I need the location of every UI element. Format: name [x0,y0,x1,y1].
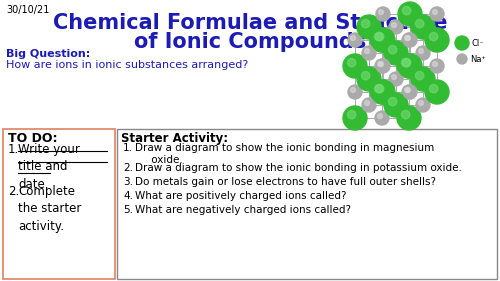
Circle shape [343,106,367,130]
Text: What are positively charged ions called?: What are positively charged ions called? [135,191,346,201]
Circle shape [398,54,422,78]
Circle shape [375,111,389,125]
Circle shape [416,46,430,60]
Circle shape [418,49,424,53]
Circle shape [350,88,356,92]
Circle shape [406,88,410,92]
Circle shape [406,36,410,40]
Circle shape [402,33,416,47]
Circle shape [343,54,367,78]
Circle shape [378,114,382,119]
Circle shape [404,36,409,40]
Circle shape [402,6,411,15]
Circle shape [376,32,384,41]
Text: 1.: 1. [123,143,133,153]
Circle shape [378,10,384,15]
Circle shape [348,85,362,99]
Text: 3.: 3. [123,177,133,187]
Text: Chemical Formulae and Structure: Chemical Formulae and Structure [53,13,448,33]
Circle shape [404,88,409,92]
Circle shape [362,19,370,28]
Circle shape [374,84,383,93]
Circle shape [348,33,362,47]
Circle shape [392,22,396,28]
Circle shape [370,80,394,104]
Circle shape [375,59,389,73]
Circle shape [432,62,438,67]
Circle shape [402,85,416,99]
Text: 5.: 5. [123,205,133,215]
Text: 4.: 4. [123,191,133,201]
Circle shape [425,28,449,52]
Text: What are negatively charged ions called?: What are negatively charged ions called? [135,205,351,215]
Circle shape [388,98,397,106]
Circle shape [350,36,356,40]
Text: Na⁺: Na⁺ [470,55,486,64]
Circle shape [362,71,370,80]
Circle shape [416,71,424,80]
Text: Draw a diagram to show the ionic bonding in magnesium
     oxide.: Draw a diagram to show the ionic bonding… [135,143,434,166]
Circle shape [397,106,421,130]
Circle shape [370,28,394,52]
Circle shape [403,33,417,47]
Circle shape [364,49,370,53]
Circle shape [425,80,449,104]
Circle shape [348,58,356,67]
Text: Write your
title and
date.: Write your title and date. [18,143,80,191]
Circle shape [389,72,403,86]
Circle shape [374,32,383,41]
Text: Cl⁻: Cl⁻ [472,38,484,47]
Circle shape [397,54,421,78]
Circle shape [376,59,390,73]
Circle shape [457,54,467,64]
Circle shape [384,41,408,65]
Text: TO DO:: TO DO: [8,132,58,145]
Circle shape [411,67,435,91]
Circle shape [430,7,444,21]
Circle shape [357,15,381,39]
Text: Big Question:: Big Question: [6,49,90,59]
Circle shape [371,28,395,52]
Circle shape [402,58,411,67]
FancyBboxPatch shape [3,129,115,279]
Text: 30/10/21: 30/10/21 [6,5,50,15]
Circle shape [398,2,422,26]
Circle shape [348,110,356,119]
Circle shape [432,10,438,15]
Circle shape [362,98,376,112]
Circle shape [418,101,424,105]
Circle shape [411,15,435,39]
Circle shape [430,32,438,41]
Circle shape [392,74,396,80]
Text: of Ionic Compounds: of Ionic Compounds [134,32,366,52]
Circle shape [430,59,444,73]
Text: 2.: 2. [8,185,19,198]
Circle shape [378,62,384,67]
Text: 2.: 2. [123,163,133,173]
Circle shape [416,98,430,112]
Circle shape [376,7,390,21]
Circle shape [455,36,469,50]
Circle shape [376,84,384,93]
Text: Starter Activity:: Starter Activity: [121,132,228,145]
Text: Draw a diagram to show the ionic bonding in potassium oxide.: Draw a diagram to show the ionic bonding… [135,163,462,173]
Text: Complete
the starter
activity.: Complete the starter activity. [18,185,82,233]
Circle shape [357,67,381,91]
Circle shape [403,85,417,99]
Circle shape [402,110,410,119]
Circle shape [371,80,395,104]
Circle shape [430,84,438,93]
Circle shape [384,93,408,117]
Circle shape [416,19,424,28]
Text: Do metals gain or lose electrons to have full outer shells?: Do metals gain or lose electrons to have… [135,177,436,187]
Circle shape [378,62,382,67]
Circle shape [364,101,370,105]
Circle shape [388,46,397,54]
FancyBboxPatch shape [117,129,497,279]
Text: 1.: 1. [8,143,19,156]
Circle shape [389,20,403,34]
Circle shape [362,46,376,60]
Text: How are ions in ionic substances arranged?: How are ions in ionic substances arrange… [6,60,248,70]
Circle shape [402,58,410,67]
